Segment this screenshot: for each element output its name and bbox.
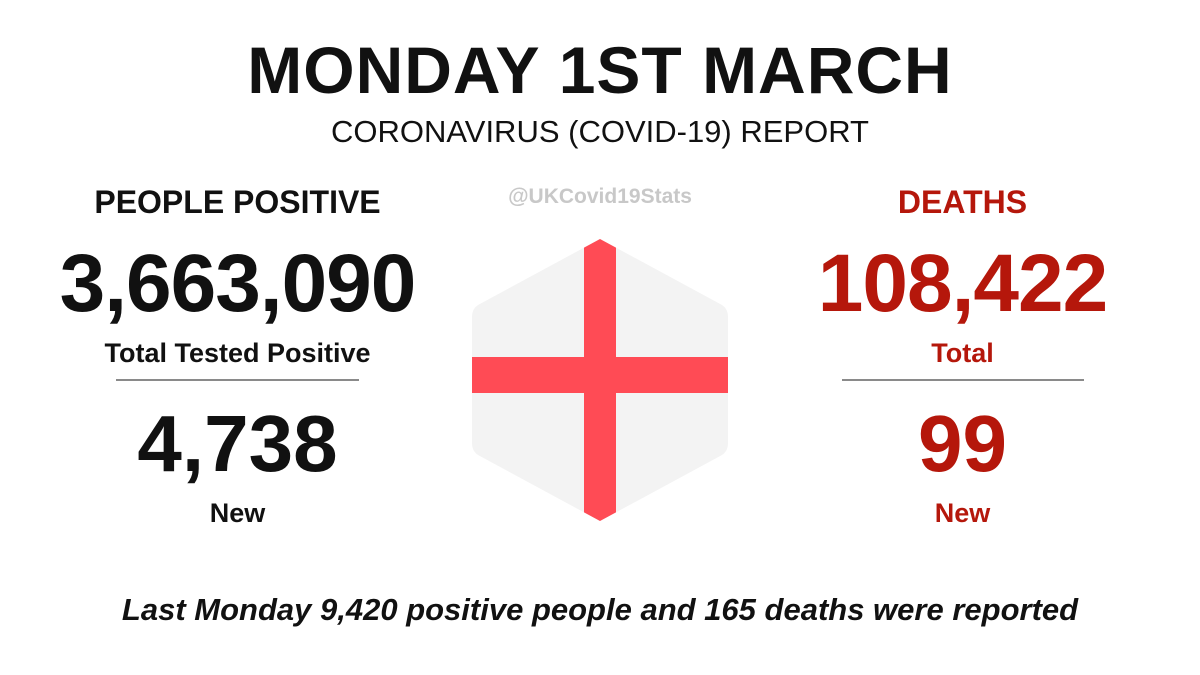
england-flag-hexagon-icon [470, 235, 730, 525]
positive-divider [116, 379, 359, 381]
deaths-new-label: New [934, 498, 991, 528]
report-subtitle: CORONAVIRUS (COVID-19) REPORT [331, 114, 869, 149]
comparison-footer: Last Monday 9,420 positive people and 16… [121, 592, 1079, 627]
deaths-divider [842, 379, 1084, 381]
twitter-handle: @UKCovid19Stats [508, 185, 692, 208]
deaths-heading: DEATHS [897, 184, 1028, 220]
deaths-total-label: Total [931, 338, 994, 368]
deaths-total-value: 108,422 [817, 238, 1108, 329]
positive-heading: PEOPLE POSITIVE [94, 184, 381, 220]
positive-new-label: New [209, 498, 266, 528]
deaths-new-value: 99 [918, 399, 1007, 488]
positive-new-value: 4,738 [137, 399, 338, 488]
report-title: MONDAY 1ST MARCH [247, 33, 953, 107]
positive-total-label: Total Tested Positive [104, 338, 371, 368]
positive-total-value: 3,663,090 [59, 238, 417, 329]
